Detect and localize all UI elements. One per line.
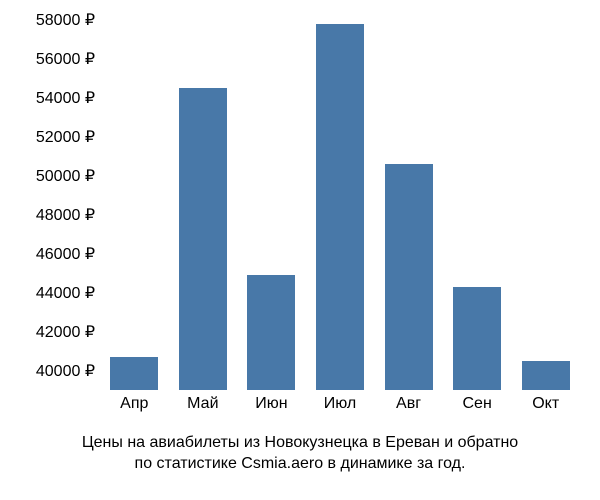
price-chart: 40000 ₽ 42000 ₽ 44000 ₽ 46000 ₽ 48000 ₽ 50000…: [0, 0, 600, 500]
x-tick-label: Май: [187, 395, 218, 413]
y-tick-label: 46000 ₽: [36, 244, 95, 264]
y-axis: 40000 ₽ 42000 ₽ 44000 ₽ 46000 ₽ 48000 ₽ 50000…: [0, 20, 95, 390]
bar: [110, 357, 158, 390]
x-axis: Апр Май Июн Июл Авг Сен Окт: [100, 395, 580, 420]
y-tick-label: 50000 ₽: [36, 166, 95, 186]
bar: [385, 164, 433, 390]
x-tick-label: Сен: [462, 395, 491, 413]
y-tick-label: 54000 ₽: [36, 88, 95, 108]
y-tick-label: 58000 ₽: [36, 10, 95, 30]
bar: [522, 361, 570, 390]
bar: [316, 24, 364, 390]
bar: [453, 287, 501, 390]
chart-caption: Цены на авиабилеты из Новокузнецка в Ере…: [0, 432, 600, 475]
bars-group: [100, 20, 580, 390]
y-tick-label: 52000 ₽: [36, 127, 95, 147]
x-tick-label: Апр: [120, 395, 148, 413]
x-tick-label: Авг: [396, 395, 421, 413]
bar: [247, 275, 295, 390]
y-tick-label: 48000 ₽: [36, 205, 95, 225]
y-tick-label: 40000 ₽: [36, 361, 95, 381]
y-tick-label: 56000 ₽: [36, 49, 95, 69]
y-tick-label: 42000 ₽: [36, 322, 95, 342]
x-tick-label: Окт: [532, 395, 559, 413]
caption-line-1: Цены на авиабилеты из Новокузнецка в Ере…: [0, 432, 600, 454]
x-tick-label: Июл: [324, 395, 356, 413]
x-tick-label: Июн: [255, 395, 287, 413]
bar: [179, 88, 227, 390]
caption-line-2: по статистике Csmia.aero в динамике за г…: [0, 453, 600, 475]
y-tick-label: 44000 ₽: [36, 283, 95, 303]
plot-area: [100, 20, 580, 390]
